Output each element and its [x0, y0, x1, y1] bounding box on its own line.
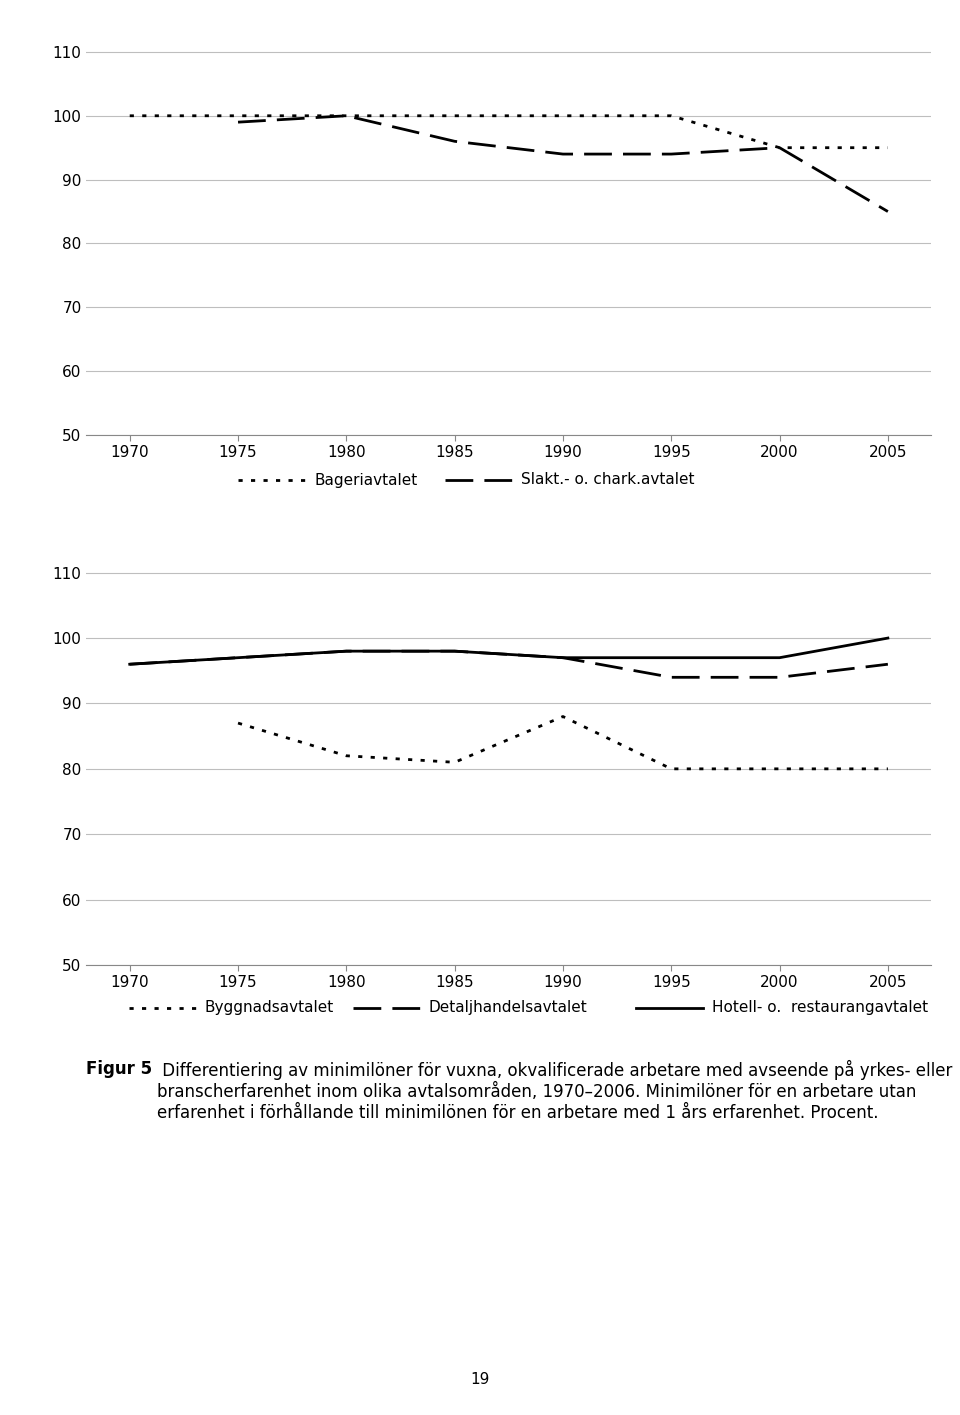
- Text: Figur 5: Figur 5: [86, 1060, 153, 1078]
- Text: Slakt.- o. chark.avtalet: Slakt.- o. chark.avtalet: [521, 473, 695, 488]
- Text: Detaljhandelsavtalet: Detaljhandelsavtalet: [428, 1000, 588, 1015]
- Text: Byggnadsavtalet: Byggnadsavtalet: [204, 1000, 334, 1015]
- Text: Hotell- o.  restaurangavtalet: Hotell- o. restaurangavtalet: [711, 1000, 927, 1015]
- Text: Bageriavtalet: Bageriavtalet: [315, 473, 418, 488]
- Text: 19: 19: [470, 1373, 490, 1388]
- Text: Differentiering av minimilöner för vuxna, okvalificerade arbetare med avseende p: Differentiering av minimilöner för vuxna…: [156, 1060, 952, 1122]
